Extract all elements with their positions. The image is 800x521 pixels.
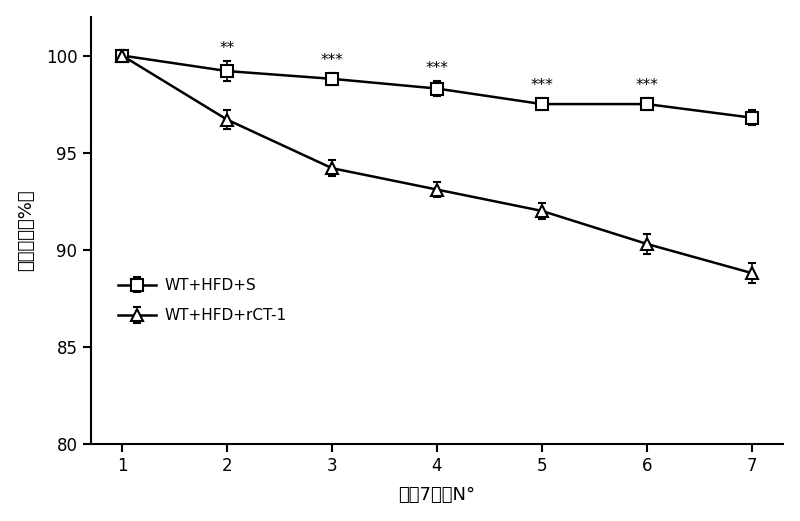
Text: ***: *** [530, 78, 554, 93]
Text: ***: *** [426, 61, 449, 76]
Text: ***: *** [635, 78, 658, 93]
Legend: WT+HFD+S, WT+HFD+rCT-1: WT+HFD+S, WT+HFD+rCT-1 [112, 272, 292, 330]
Text: ***: *** [321, 53, 343, 68]
Y-axis label: 体重损伤（%）: 体重损伤（%） [17, 190, 34, 271]
Text: **: ** [219, 42, 234, 56]
X-axis label: 治留7天数N°: 治留7天数N° [398, 486, 475, 504]
